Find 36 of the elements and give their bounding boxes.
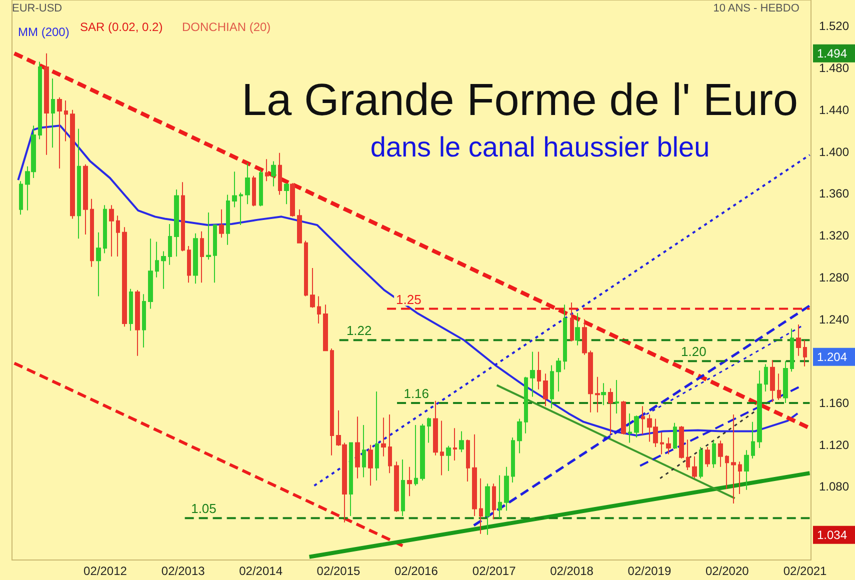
y-tick-label: 1.160 [819,396,850,410]
x-tick-label: 02/2017 [472,564,516,578]
text: MM (200) [18,25,70,39]
annotation: 10 ANS - HEBDO [713,2,800,14]
annotation: SAR (0.02, 0.2) [80,20,163,34]
y-tick-label: 1.360 [819,186,850,201]
y-tick-label: 1.520 [819,19,850,34]
annotation: 1.204 [817,350,848,364]
annotation: 1.22 [346,323,372,338]
x-tick-label: 02/2019 [628,564,672,578]
y-tick-label: 1.480 [819,61,850,76]
annotation: 1.05 [191,501,216,516]
y-tick-label: 1.280 [819,270,850,284]
x-tick-label: 02/2014 [239,564,283,578]
y-tick-label: 1.400 [819,144,850,159]
annotation: 1.25 [396,292,422,307]
x-tick-label: 02/2015 [316,564,361,578]
x-tick-label: 02/2021 [783,564,828,578]
annotation: 1.034 [817,528,848,542]
text: La Grande Forme de l' Euro [242,74,798,125]
y-tick-label: 1.080 [819,480,850,494]
annotation: 1.20 [681,344,706,360]
annotation: EUR-USD [12,2,62,14]
y-tick-label: 1.440 [819,102,850,117]
annotation: DONCHIAN (20) [182,20,271,34]
x-tick-label: 02/2012 [84,564,128,578]
x-tick-label: 02/2016 [394,564,438,578]
x-tick-label: 02/2013 [161,564,206,578]
y-tick-label: 1.120 [819,438,850,452]
text: dans le canal haussier bleu [370,132,710,162]
x-tick-label: 02/2018 [550,564,594,578]
annotation: 1.494 [817,46,848,60]
y-tick-label: 1.320 [819,228,850,243]
y-tick-label: 1.240 [819,312,850,326]
x-tick-label: 02/2020 [705,564,750,578]
annotation: 1.16 [404,386,430,401]
